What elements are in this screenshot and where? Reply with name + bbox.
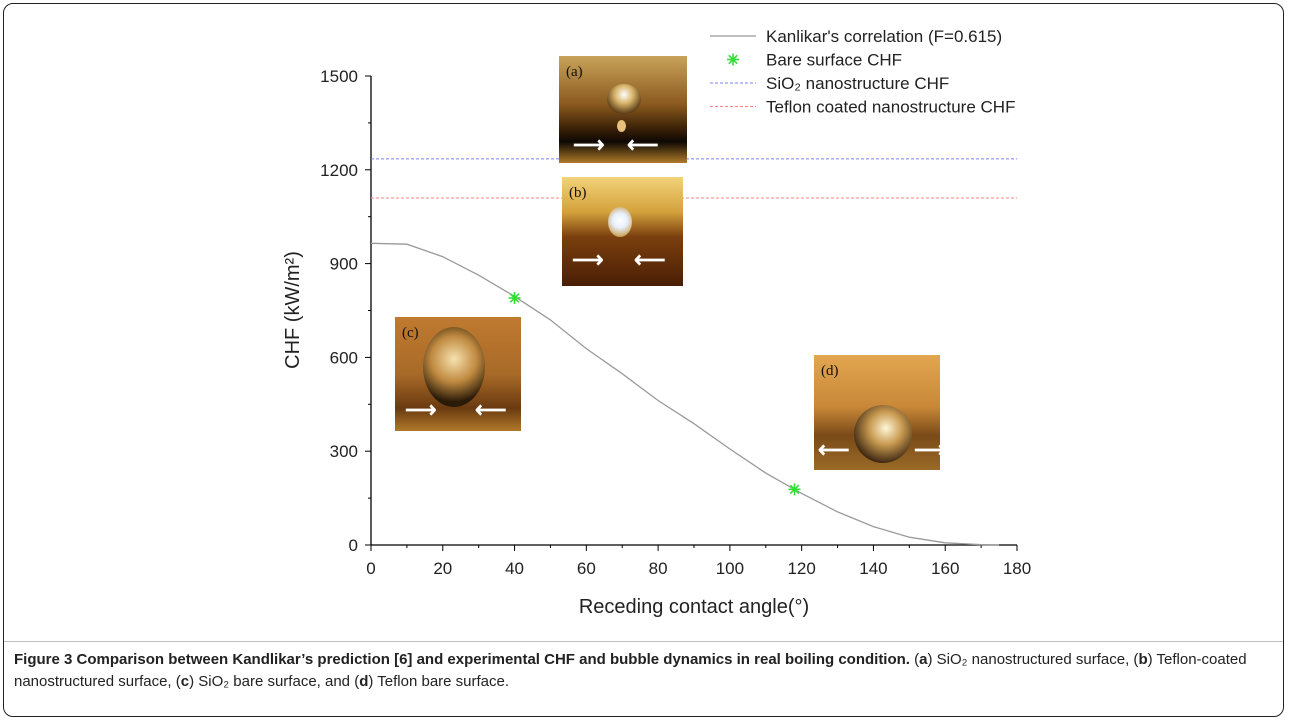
y-axis-label: CHF (kW/m²) bbox=[282, 251, 304, 369]
arrow-right-icon: ⟶ bbox=[572, 247, 604, 272]
legend-label: SiO₂ nanostructure CHF bbox=[766, 74, 949, 93]
x-tick-label: 120 bbox=[787, 559, 815, 578]
bubble-c bbox=[423, 327, 485, 407]
x-axis-label: Receding contact angle(°) bbox=[579, 596, 809, 618]
arrow-left-icon: ⟵ bbox=[475, 397, 507, 422]
x-tick-label: 0 bbox=[366, 559, 375, 578]
caption-text-d: Teflon bare surface. bbox=[377, 673, 510, 690]
x-tick-label: 180 bbox=[1003, 559, 1031, 578]
star-stroke bbox=[509, 293, 520, 303]
caption-label-a: a bbox=[919, 651, 928, 668]
x-tick-label: 20 bbox=[433, 559, 452, 578]
arrow-right-icon: ⟶ bbox=[914, 437, 940, 462]
figure-caption: Figure 3 Comparison between Kandlikar’s … bbox=[14, 651, 1247, 690]
arrow-right-icon: ⟶ bbox=[405, 397, 437, 422]
reference-lines bbox=[371, 158, 1017, 199]
inset-label-a: (a) bbox=[566, 64, 583, 80]
curve-line bbox=[370, 242, 1000, 546]
data-point bbox=[788, 483, 801, 496]
x-tick-label: 140 bbox=[859, 559, 887, 578]
kandlikar-curve bbox=[370, 242, 1000, 546]
legend-swatch-marker bbox=[727, 53, 739, 66]
inset-photo-a: (a) ⟶ ⟵ bbox=[559, 56, 687, 163]
arrow-left-icon: ⟵ bbox=[634, 247, 666, 272]
y-tick-label: 1500 bbox=[320, 67, 358, 86]
chart-legend: Kanlikar's correlation (F=0.615) Bare sur… bbox=[710, 27, 1015, 117]
star-stroke bbox=[728, 54, 738, 65]
star-stroke bbox=[789, 484, 800, 495]
x-tick-label: 160 bbox=[931, 559, 959, 578]
y-tick-label: 1200 bbox=[320, 161, 358, 180]
inset-label-d: (d) bbox=[821, 363, 839, 379]
bubble-b bbox=[608, 207, 632, 237]
legend-label: Bare surface CHF bbox=[766, 51, 902, 70]
arrow-left-icon: ⟵ bbox=[818, 437, 850, 462]
inset-label-c: (c) bbox=[402, 325, 419, 341]
arrow-left-icon: ⟵ bbox=[627, 132, 659, 157]
caption-text-b: Teflon-coated nanostructured surface, bbox=[14, 651, 1247, 690]
chart-canvas: 0 20 40 60 80 100 120 140 160 180 0 300 600 900 1200 15… bbox=[282, 27, 1031, 618]
inset-photo-d: (d) ⟵ ⟶ bbox=[814, 355, 940, 470]
inset-label-b: (b) bbox=[569, 185, 587, 201]
legend-label: Kanlikar's correlation (F=0.615) bbox=[766, 27, 1002, 46]
caption-label-d: d bbox=[359, 673, 369, 690]
inset-photo-c: (c) ⟶ ⟵ bbox=[395, 317, 521, 431]
bubble-a bbox=[607, 84, 641, 114]
chart-axes: 0 20 40 60 80 100 120 140 160 180 0 300 600 900 1200 15… bbox=[320, 67, 1031, 578]
x-tick-label: 80 bbox=[649, 559, 668, 578]
y-tick-label: 0 bbox=[349, 536, 358, 555]
caption-label-b: b bbox=[1138, 651, 1148, 668]
y-tick-label: 300 bbox=[330, 442, 358, 461]
caption-text-c: SiO₂ bare surface, and bbox=[198, 673, 351, 690]
arrow-right-icon: ⟶ bbox=[573, 132, 605, 157]
y-tick-label: 900 bbox=[330, 255, 358, 274]
caption-text-a: SiO₂ nanostructured surface, bbox=[936, 651, 1130, 668]
x-tick-label: 60 bbox=[577, 559, 596, 578]
x-tick-label: 40 bbox=[505, 559, 524, 578]
inset-photo-b: (b) ⟶ ⟵ bbox=[562, 177, 683, 286]
data-point bbox=[508, 291, 521, 304]
legend-label: Teflon coated nanostructure CHF bbox=[766, 98, 1015, 117]
x-tick-label: 100 bbox=[716, 559, 744, 578]
caption-divider bbox=[4, 641, 1283, 642]
bare-surface-markers bbox=[508, 291, 801, 496]
y-tick-label: 600 bbox=[330, 348, 358, 367]
caption-label-c: c bbox=[180, 673, 190, 690]
bubble-a-neck bbox=[617, 120, 626, 132]
caption-title: Figure 3 Comparison between Kandlikar’s … bbox=[14, 651, 910, 668]
bubble-d bbox=[854, 405, 912, 463]
